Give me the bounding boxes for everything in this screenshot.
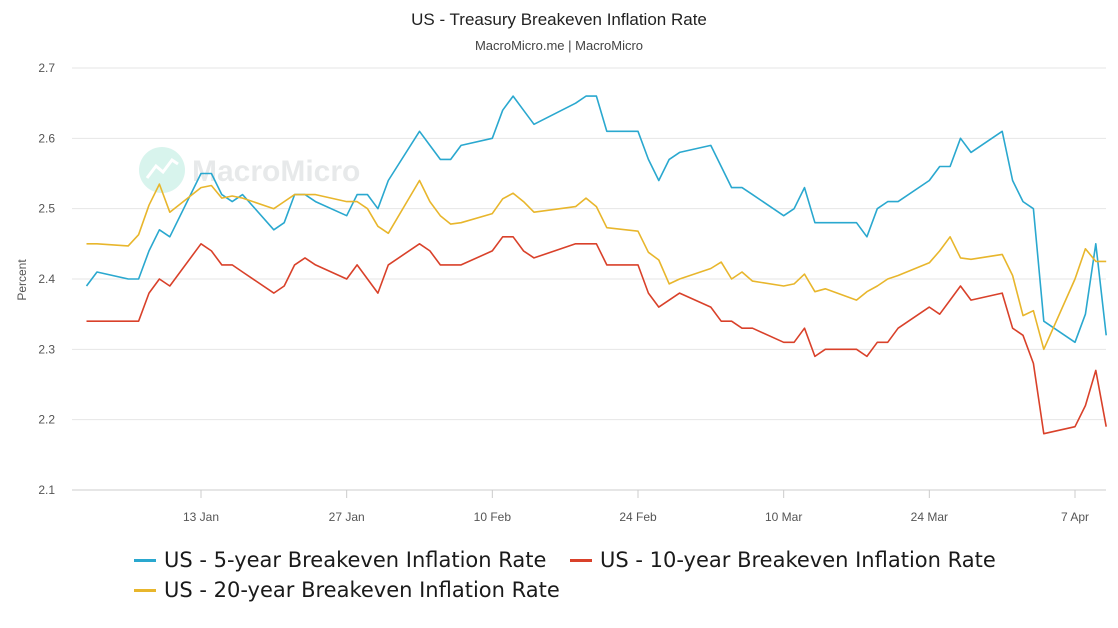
legend-swatch-5-year	[134, 558, 156, 562]
watermark-text: MacroMicro	[192, 155, 360, 188]
legend-label-10-year: US - 10-year Breakeven Inflation Rate	[600, 548, 996, 572]
y-tick-label: 2.2	[38, 413, 55, 427]
legend-swatch-10-year	[570, 558, 592, 562]
y-tick-label: 2.1	[38, 483, 55, 497]
x-tick-label: 13 Jan	[183, 510, 219, 524]
y-tick-label: 2.7	[38, 61, 55, 75]
macromicro-logo-icon	[139, 147, 185, 193]
macromicro-logo-line-icon	[145, 157, 179, 179]
x-tick-label: 24 Feb	[619, 510, 657, 524]
chart-subtitle: MacroMicro.me | MacroMicro	[475, 38, 643, 53]
x-tick-label: 27 Jan	[329, 510, 365, 524]
series-line-20-year	[86, 179, 1107, 351]
watermark: MacroMicro	[139, 147, 360, 193]
legend-item-20-year[interactable]: US - 20-year Breakeven Inflation Rate	[134, 578, 560, 602]
series-lines	[85, 95, 1107, 435]
legend-item-5-year[interactable]: US - 5-year Breakeven Inflation Rate	[134, 548, 546, 572]
legend-swatch-20-year	[134, 588, 156, 592]
x-axis-tick-labels: 13 Jan 27 Jan 10 Feb 24 Feb 10 Mar 24 Mar 7 Ap…	[183, 490, 1089, 524]
y-tick-label: 2.5	[38, 202, 55, 216]
legend-label-20-year: US - 20-year Breakeven Inflation Rate	[164, 578, 560, 602]
gridlines	[72, 67, 1106, 421]
chart-title: US - Treasury Breakeven Inflation Rate	[411, 10, 707, 29]
series-line-5-year	[85, 95, 1107, 344]
legend-label-5-year: US - 5-year Breakeven Inflation Rate	[164, 548, 547, 572]
legend-item-10-year[interactable]: US - 10-year Breakeven Inflation Rate	[570, 548, 996, 572]
x-tick-label: 10 Feb	[474, 510, 512, 524]
x-tick-label: 7 Apr	[1061, 510, 1089, 524]
y-tick-label: 2.6	[38, 131, 55, 145]
x-tick-label: 24 Mar	[911, 510, 948, 524]
series-line-10-year	[86, 236, 1107, 435]
y-axis-tick-labels: 2.1 2.2 2.3 2.4 2.5 2.6 2.7	[38, 61, 55, 497]
y-tick-label: 2.4	[38, 272, 55, 286]
x-tick-label: 10 Mar	[765, 510, 802, 524]
y-axis-label: Percent	[15, 259, 29, 301]
y-tick-label: 2.3	[38, 342, 55, 356]
